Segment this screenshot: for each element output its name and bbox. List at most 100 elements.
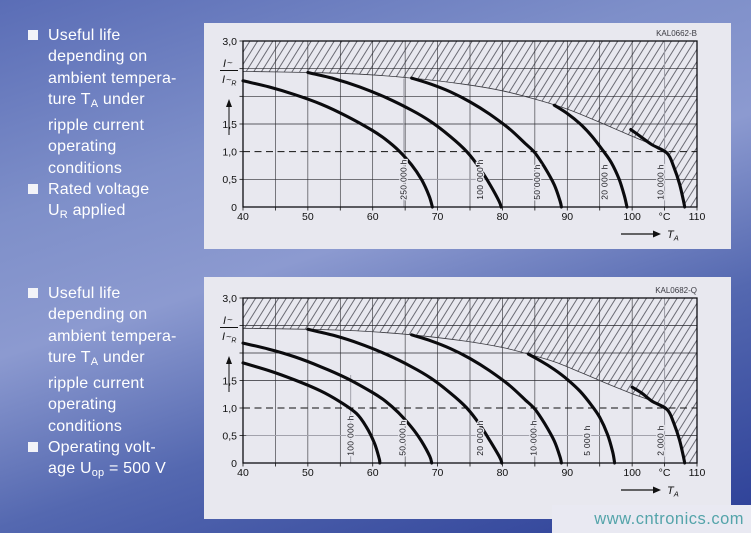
note-line: ambient tempera- — [48, 69, 177, 87]
life-curve — [552, 103, 629, 209]
note-line: Useful life — [48, 27, 121, 44]
life-curve — [629, 127, 687, 209]
life-curve — [410, 333, 563, 465]
svg-text:I∼R: I∼R — [222, 331, 236, 345]
curve-labels: 250 000 h 100 000 h 50 000 h 20 000 h 10 000… — [397, 158, 667, 201]
svg-text:I∼: I∼ — [223, 58, 233, 70]
note-line: ture TA under — [48, 90, 145, 110]
svg-text:TA: TA — [667, 485, 679, 499]
curve-label: 20 000 h — [600, 164, 610, 200]
curve-labels: 100 000 h 50 000 h 20 000 h 10 000 h 5 000 h… — [344, 414, 667, 457]
x-tick-label: 50 — [302, 467, 314, 479]
curve-label: 100 000 h — [475, 159, 485, 200]
curve-label: 100 000 h — [345, 415, 355, 456]
svg-text:I∼R: I∼R — [222, 74, 236, 88]
curve-label: 2 000 h — [655, 425, 665, 455]
y-tick-label: 1,5 — [222, 375, 237, 387]
x-tick-label: 60 — [367, 467, 379, 479]
bullet-square-icon — [28, 442, 38, 453]
svg-text:I∼: I∼ — [223, 315, 233, 327]
note-line: ripple current — [48, 117, 145, 135]
note-line: ture TA under — [48, 348, 145, 368]
y-tick-label: 0 — [231, 202, 237, 214]
right-arrow-icon — [653, 230, 661, 238]
x-tick-label: °C — [659, 211, 671, 223]
useful-life-chart-rated-voltage: 250 000 h 100 000 h 50 000 h 20 000 h 10 000… — [220, 29, 706, 243]
useful-life-chart-500v: 100 000 h 50 000 h 20 000 h 10 000 h 5 000 h… — [220, 286, 706, 499]
notes-block-operating-voltage: Useful life depending on ambient tempera-t… — [28, 283, 210, 485]
note-line: ripple current — [48, 375, 145, 393]
curves — [241, 70, 687, 209]
up-arrow-icon — [226, 99, 232, 107]
note-bullet: Useful life depending on ambient tempera-t… — [28, 283, 210, 437]
note-line: ambient tempera- — [48, 327, 177, 345]
x-tick-label: 100 — [623, 211, 641, 223]
y-tick-label: 1,0 — [222, 146, 237, 158]
x-tick-label: 110 — [689, 467, 706, 479]
note-line: age Uop = 500 V — [48, 460, 166, 480]
x-tick-label: 40 — [237, 467, 249, 479]
x-tick-label: 90 — [561, 211, 573, 223]
up-arrow-icon — [226, 356, 232, 364]
curve-label: 10 000 h — [528, 420, 538, 456]
y-tick-label: 0,5 — [222, 430, 237, 442]
x-tick-label: 110 — [689, 211, 706, 223]
note-line: operating — [48, 138, 117, 156]
y-axis-label: I∼ I∼R — [220, 58, 238, 135]
x-axis-label: TA — [621, 229, 679, 243]
curve-label: 50 000 h — [397, 420, 407, 456]
axis: 40 50 60 70 80 90 100 °C 110 0 0,5 1,0 1,5 3,0 — [222, 36, 705, 223]
chart-panel-top: 250 000 h 100 000 h 50 000 h 20 000 h 10 000… — [204, 23, 731, 249]
life-curve — [306, 327, 504, 465]
curve-label: 5 000 h — [582, 425, 592, 455]
chart-code-label: KAL0662-B — [656, 29, 697, 38]
note-line: operating — [48, 396, 117, 414]
curve-label: 20 000 h — [475, 420, 485, 456]
y-tick-label: 3,0 — [222, 36, 237, 48]
x-tick-label: 90 — [561, 467, 573, 479]
grid — [243, 41, 697, 207]
note-line: conditions — [48, 417, 123, 435]
life-curve — [241, 341, 434, 465]
note-line: Operating volt- — [48, 439, 156, 457]
life-curve — [241, 79, 434, 209]
life-curve — [410, 76, 563, 209]
y-tick-label: 0,5 — [222, 174, 237, 186]
x-tick-label: 50 — [302, 211, 314, 223]
note-line: UR applied — [48, 202, 126, 222]
right-arrow-icon — [653, 486, 661, 494]
watermark-text: www.cntronics.com — [594, 509, 744, 528]
notes-block-rated-voltage: Useful life depending on ambient tempera-t… — [28, 25, 210, 227]
note-line: depending on — [48, 306, 148, 324]
note-line: conditions — [48, 159, 123, 177]
axis: 40 50 60 70 80 90 100 °C 110 0 0,5 1,0 1,5 3,0 — [222, 293, 705, 479]
note-bullet: Useful life depending on ambient tempera-t… — [28, 25, 210, 179]
y-tick-label: 1,0 — [222, 403, 237, 415]
note-line: Rated voltage — [48, 181, 150, 199]
x-tick-label: 70 — [432, 211, 444, 223]
life-curve — [630, 385, 687, 465]
y-tick-label: 0 — [231, 458, 237, 470]
watermark: www.cntronics.com — [552, 505, 751, 533]
x-tick-label: 60 — [367, 211, 379, 223]
chart-panel-bottom: 100 000 h 50 000 h 20 000 h 10 000 h 5 000 h… — [204, 277, 731, 519]
note-bullet: Operating volt-age Uop = 500 V — [28, 437, 210, 485]
x-tick-label: 70 — [432, 467, 444, 479]
hatch-region — [243, 298, 697, 463]
curve-label: 10 000 h — [655, 164, 665, 200]
life-curve — [241, 361, 382, 465]
note-bullet: Rated voltage UR applied — [28, 179, 210, 227]
x-tick-label: 80 — [497, 211, 509, 223]
bullet-square-icon — [28, 30, 38, 40]
y-tick-label: 3,0 — [222, 293, 237, 305]
svg-text:TA: TA — [667, 229, 679, 243]
x-tick-label: 80 — [497, 467, 509, 479]
note-line: depending on — [48, 48, 148, 66]
curves — [241, 327, 687, 465]
x-axis-label: TA — [621, 485, 679, 499]
x-tick-label: °C — [659, 467, 671, 479]
x-tick-label: 40 — [237, 211, 249, 223]
curve-label: 250 000 h — [399, 159, 409, 200]
bullet-square-icon — [28, 288, 38, 298]
